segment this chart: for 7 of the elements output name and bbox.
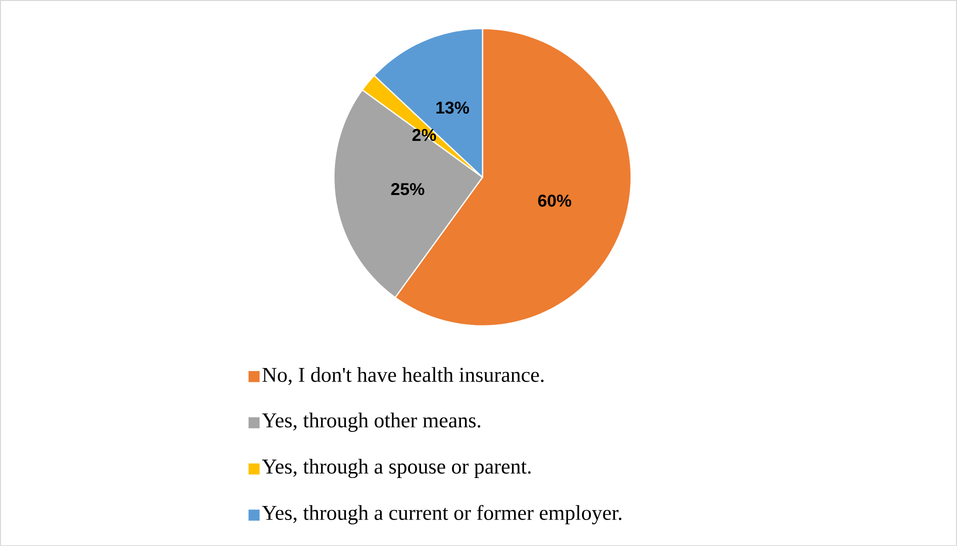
data-label: 25%: [391, 182, 424, 196]
data-label: 60%: [538, 194, 572, 207]
legend-label: Yes, through a spouse or parent.: [262, 458, 531, 478]
legend-label: No, I don't have health insurance.: [262, 366, 544, 385]
data-label: 13%: [436, 101, 470, 114]
legend-label: Yes, through a current or former employer.: [262, 504, 622, 524]
legend-label: Yes, through other means.: [262, 412, 480, 432]
